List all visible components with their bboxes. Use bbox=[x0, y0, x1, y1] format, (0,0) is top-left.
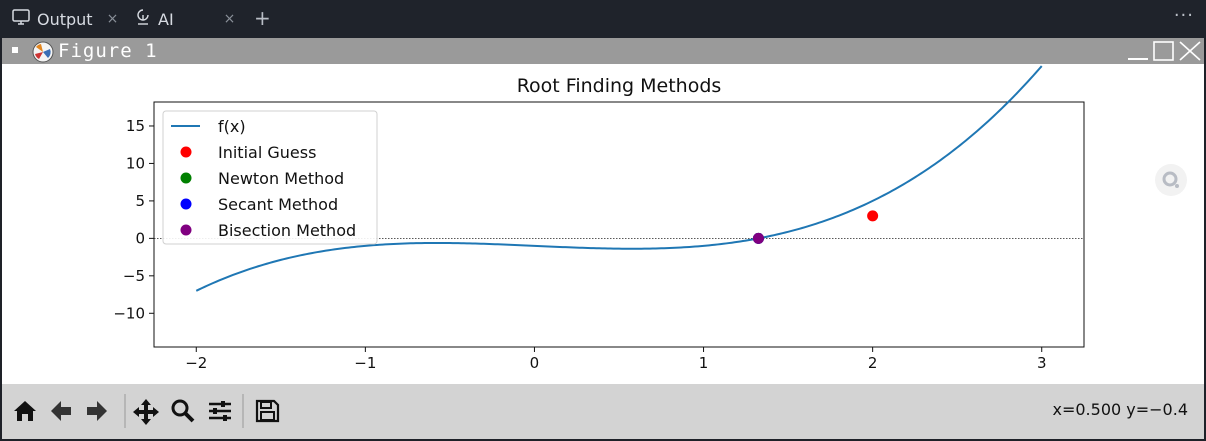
legend-swatch-marker bbox=[180, 146, 192, 158]
overlay-badge-icon[interactable] bbox=[1155, 164, 1187, 196]
legend-box bbox=[162, 110, 378, 245]
ai-icon bbox=[136, 8, 150, 30]
x-tick-label: 1 bbox=[699, 354, 709, 372]
tab-bar: Output × AI × + ··· bbox=[0, 0, 1206, 38]
coordinate-readout: x=0.500 y=−0.4 bbox=[1052, 400, 1189, 419]
legend-swatch-marker bbox=[180, 198, 192, 210]
figure-titlebar: Figure 1 bbox=[2, 38, 1204, 64]
x-tick-label: −2 bbox=[185, 354, 207, 372]
x-tick-label: 3 bbox=[1037, 354, 1047, 372]
configure-icon[interactable] bbox=[207, 398, 233, 428]
point-bisection-method bbox=[752, 232, 764, 244]
toolbar-separator bbox=[124, 394, 126, 432]
legend-label: f(x) bbox=[218, 117, 246, 136]
tab-ai[interactable]: AI × bbox=[136, 0, 235, 38]
tab-output-label: Output bbox=[37, 9, 93, 29]
legend-label: Bisection Method bbox=[218, 221, 356, 240]
y-tick-label: 0 bbox=[135, 229, 145, 247]
home-icon[interactable] bbox=[12, 398, 38, 428]
y-tick-label: 15 bbox=[126, 117, 145, 135]
legend: f(x) Initial Guess Newton Method Secant Met… bbox=[162, 110, 378, 245]
x-tick-label: −1 bbox=[354, 354, 376, 372]
tab-output[interactable]: Output × bbox=[12, 0, 118, 38]
legend-label: Newton Method bbox=[218, 169, 344, 188]
x-tick-label: 0 bbox=[530, 354, 540, 372]
zoom-icon[interactable] bbox=[170, 398, 196, 428]
legend-label: Initial Guess bbox=[218, 143, 316, 162]
pan-icon[interactable] bbox=[132, 398, 160, 430]
toolbar-separator bbox=[242, 394, 244, 432]
chart-title: Root Finding Methods bbox=[517, 75, 722, 97]
y-tick-label: −10 bbox=[113, 304, 145, 322]
chart[interactable]: Root Finding Methods−2 −1 0 1 2 3151050−5−10f… bbox=[2, 64, 1204, 384]
forward-icon[interactable] bbox=[84, 398, 110, 428]
save-icon[interactable] bbox=[254, 398, 280, 428]
figure-title: Figure 1 bbox=[58, 40, 158, 62]
new-tab-button[interactable]: + bbox=[254, 6, 271, 30]
legend-label: Secant Method bbox=[218, 195, 338, 214]
y-tick-label: 10 bbox=[126, 154, 145, 172]
y-tick-label: −5 bbox=[123, 267, 145, 285]
more-options-button[interactable]: ··· bbox=[1173, 5, 1194, 26]
figure-toolbar: x=0.500 y=−0.4 bbox=[2, 384, 1204, 439]
matplotlib-logo-icon bbox=[32, 41, 54, 67]
y-tick-label: 5 bbox=[135, 192, 145, 210]
close-window-icon[interactable] bbox=[1178, 40, 1202, 66]
close-icon[interactable]: × bbox=[106, 11, 119, 27]
series-f-line bbox=[195, 65, 1043, 292]
x-tick-label: 2 bbox=[868, 354, 878, 372]
maximize-icon[interactable] bbox=[1152, 40, 1176, 66]
legend-swatch-marker bbox=[180, 172, 192, 184]
monitor-icon bbox=[12, 9, 30, 29]
minimize-icon[interactable] bbox=[1126, 40, 1150, 66]
window-menu-icon[interactable] bbox=[12, 47, 18, 53]
point-initial-guess bbox=[867, 210, 879, 222]
tab-ai-label: AI bbox=[158, 9, 174, 29]
legend-swatch-marker bbox=[180, 224, 192, 236]
back-icon[interactable] bbox=[48, 398, 74, 428]
close-icon[interactable]: × bbox=[223, 11, 236, 27]
figure-window: Figure 1 Root Finding Methods −2 −1 0 1 2 3 15 1… bbox=[2, 38, 1204, 439]
